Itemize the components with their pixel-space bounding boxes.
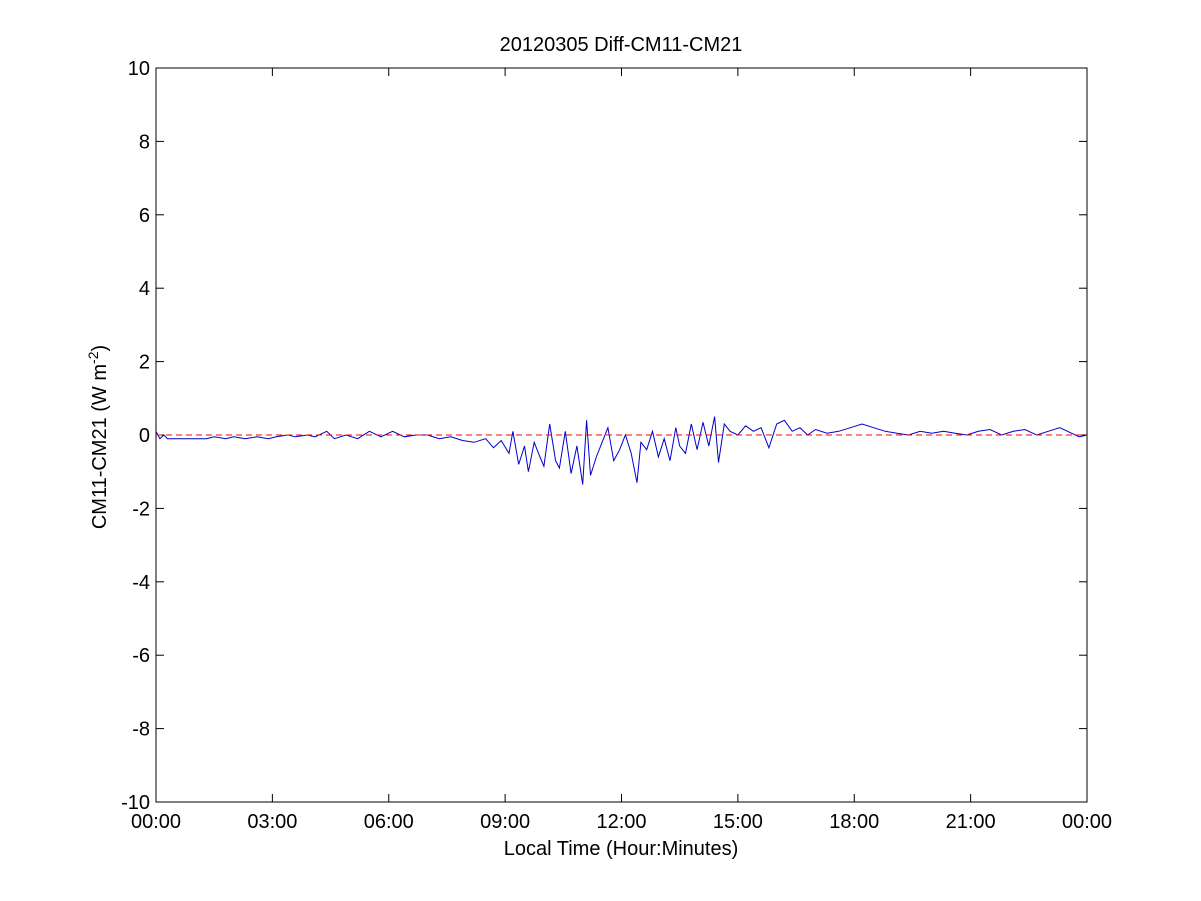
- y-tick-label: -10: [121, 792, 150, 814]
- y-tick-label: -4: [132, 572, 150, 594]
- x-axis-label: Local Time (Hour:Minutes): [504, 838, 739, 860]
- x-tick-label: 15:00: [713, 811, 763, 833]
- x-tick-label: 21:00: [946, 811, 996, 833]
- y-axis: 10 8 6 4 2 0 -2 -4 -6 -8 -10: [121, 58, 1087, 814]
- y-tick-label: -2: [132, 498, 150, 520]
- y-tick-label: 2: [139, 352, 150, 374]
- x-axis: 00:00 03:00 06:00 09:00 12:00 15:00 18:00 21:00…: [131, 68, 1112, 833]
- chart-title: 20120305 Diff-CM11-CM21: [500, 34, 743, 56]
- series-line-diff: [155, 416, 1088, 485]
- y-tick-label: 8: [139, 131, 150, 153]
- x-tick-label: 00:00: [1062, 811, 1112, 833]
- x-tick-label: 09:00: [480, 811, 530, 833]
- x-tick-label: 00:00: [131, 811, 181, 833]
- y-tick-label: 10: [128, 58, 150, 80]
- x-tick-label: 03:00: [247, 811, 297, 833]
- series-layer: [155, 416, 1088, 485]
- y-axis-label-main: CM11-CM21 (W m: [89, 364, 111, 529]
- y-tick-label: 4: [139, 278, 150, 300]
- x-tick-label: 12:00: [596, 811, 646, 833]
- x-tick-label: 06:00: [364, 811, 414, 833]
- y-tick-label: -8: [132, 719, 150, 741]
- y-tick-label: 6: [139, 205, 150, 227]
- x-tick-label: 18:00: [829, 811, 879, 833]
- y-axis-label-close: ): [89, 345, 111, 352]
- y-tick-label: 0: [139, 425, 150, 447]
- y-tick-label: -6: [132, 645, 150, 667]
- y-axis-label: CM11-CM21 (W m-2): [85, 345, 111, 529]
- y-axis-label-superscript: -2: [85, 351, 101, 364]
